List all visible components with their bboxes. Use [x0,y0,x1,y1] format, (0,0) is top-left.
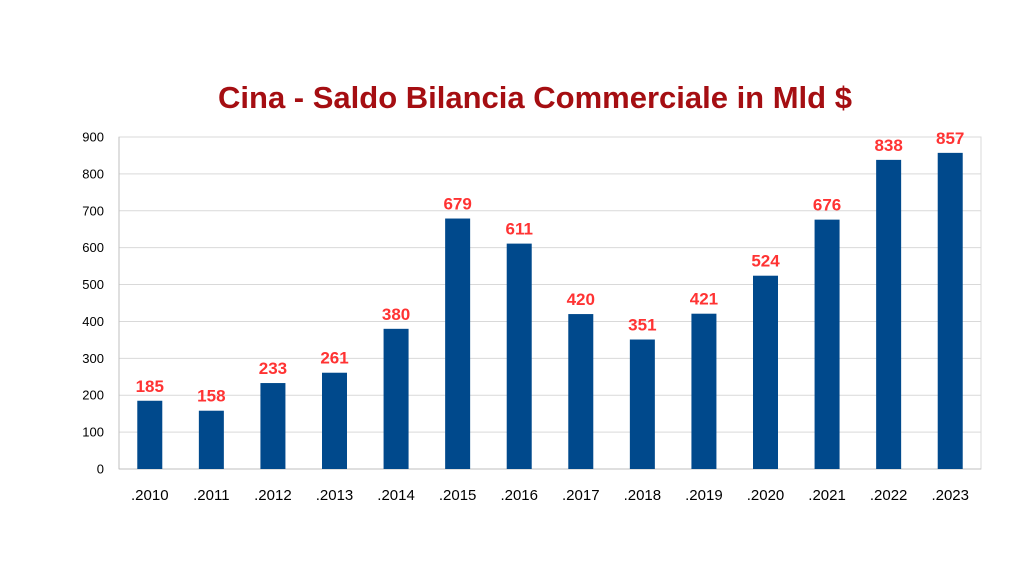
x-tick-label: .2010 [131,487,169,504]
data-label: 233 [259,359,287,378]
bar [260,383,286,469]
data-label: 611 [505,220,532,239]
data-label: 185 [136,377,164,396]
data-label: 857 [936,129,964,148]
x-tick-label: .2011 [193,487,229,504]
data-label: 420 [567,290,595,309]
y-tick-label: 300 [82,351,104,366]
bar [137,400,163,469]
x-tick-label: .2023 [931,487,969,504]
x-tick-label: .2022 [870,487,908,504]
y-tick-label: 400 [82,314,104,329]
x-tick-label: .2015 [439,487,477,504]
x-tick-label: .2013 [316,487,354,504]
data-label: 158 [197,387,225,406]
y-tick-label: 0 [97,462,104,477]
y-tick-label: 500 [82,277,104,292]
data-label: 380 [382,305,410,324]
data-label: 351 [628,316,656,335]
x-tick-label: .2012 [254,487,292,504]
data-label: 676 [813,196,841,215]
y-tick-label: 800 [82,166,104,181]
bar [629,339,655,469]
bar [691,313,717,469]
bar [568,314,594,469]
bar [198,410,224,469]
x-tick-label: .2016 [500,487,538,504]
x-tick-label: .2021 [808,487,846,504]
chart-title: Cina - Saldo Bilancia Commerciale in Mld… [218,80,852,115]
x-tick-label: .2019 [685,487,723,504]
data-label: 524 [751,252,780,271]
x-axis-ticks: .2010 .2011 .2012 .2013 .2014 .2015 .2016 .2017… [131,487,969,504]
x-tick-label: .2018 [624,487,662,504]
gridlines [118,136,982,470]
bar [322,372,347,469]
x-tick-label: .2014 [377,487,415,504]
data-label: 421 [690,290,718,309]
y-axis-ticks: 0 100 200 300 400 500 600 700 800 900 [82,130,104,477]
bar [814,219,840,469]
bar [753,275,778,469]
y-tick-label: 100 [82,425,104,440]
y-tick-label: 600 [82,240,104,255]
x-tick-label: .2017 [562,487,600,504]
bar [506,243,532,469]
data-labels: 185 158 233 261 380 679 611 420 351 421 524 676 838 8… [136,129,965,406]
bar [876,159,902,470]
bar [383,328,409,469]
data-label: 679 [443,195,471,214]
bar [445,218,471,469]
x-tick-label: .2020 [747,487,785,504]
y-tick-label: 900 [82,130,104,145]
data-label: 838 [874,136,902,155]
plot-area-border [118,136,982,470]
bars [137,152,963,470]
data-label: 261 [320,349,348,368]
y-tick-label: 200 [82,388,104,403]
bar [937,152,963,469]
y-tick-label: 700 [82,203,104,218]
